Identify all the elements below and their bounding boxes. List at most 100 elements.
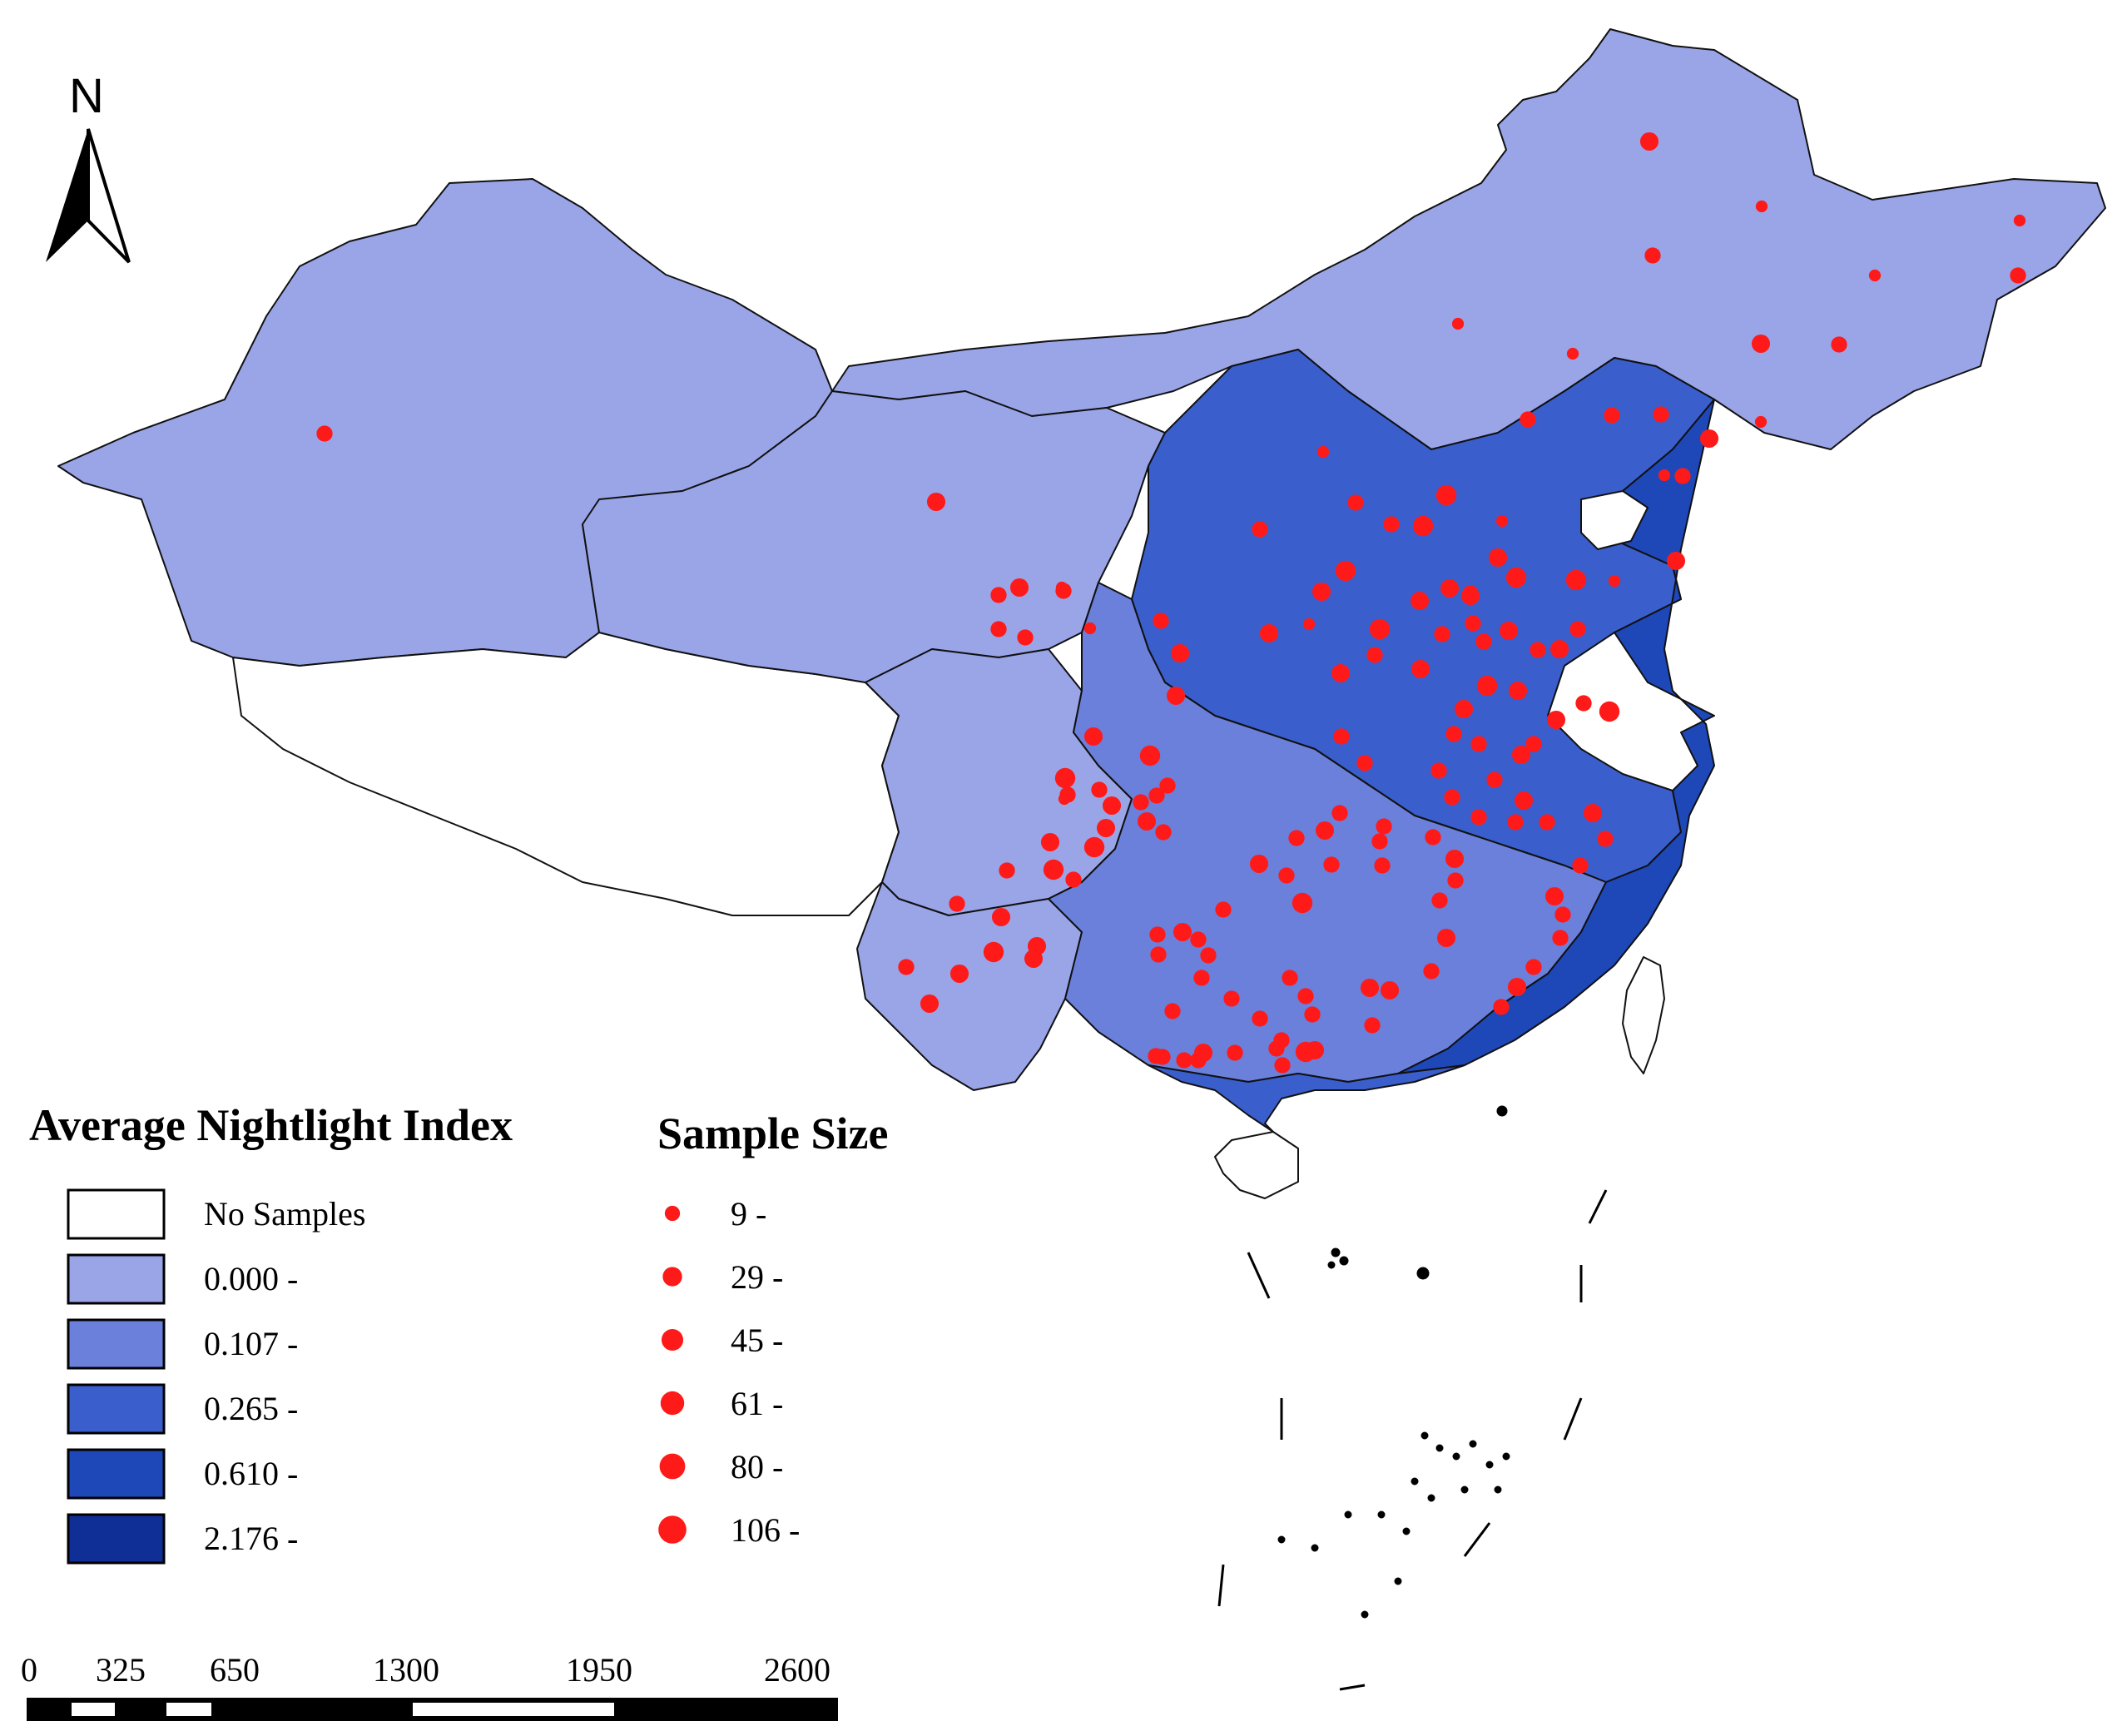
sample-dot (1604, 407, 1620, 424)
sample-dot (1566, 347, 1579, 360)
sample-dot (983, 941, 1004, 963)
sample-dot (1360, 978, 1380, 998)
region-south-coast (1148, 1064, 1465, 1133)
sample-dot (1274, 1057, 1291, 1074)
sample-dot (1273, 1032, 1290, 1049)
sample-dot (1699, 429, 1719, 449)
sample-dot (1223, 990, 1240, 1007)
sample-size-symbol (664, 1205, 681, 1222)
sample-dot (1470, 809, 1487, 826)
nightlight-class-label: 0.610 - (204, 1455, 298, 1492)
sample-dot (1371, 833, 1388, 850)
sample-dot (1137, 811, 1157, 831)
sample-dot (1297, 988, 1314, 1004)
sample-dot (1311, 582, 1331, 602)
sample-dot (1376, 818, 1392, 835)
sample-dot (1530, 642, 1546, 658)
scale-bar-tick-label: 1300 (373, 1651, 439, 1689)
sample-dot (1754, 415, 1768, 429)
bohai-sea (1580, 490, 1649, 550)
sample-dot (1043, 859, 1064, 880)
sample-size-symbol (659, 1453, 686, 1480)
sample-dot (1259, 623, 1279, 643)
sample-dot (1227, 1044, 1243, 1061)
sample-dot (1507, 977, 1527, 997)
sample-dot (1470, 736, 1487, 752)
sample-dot (1017, 629, 1034, 646)
sample-dot (1639, 131, 1659, 151)
sample-dot (1083, 622, 1097, 635)
north-arrow-outline (87, 128, 131, 264)
sample-dot (949, 895, 965, 912)
sample-dot (1315, 821, 1335, 841)
sample-dot (1282, 970, 1298, 986)
sample-dot (1215, 901, 1232, 918)
sample-dot (990, 621, 1007, 637)
scale-bar-tick-label: 650 (210, 1651, 260, 1689)
sample-dot (1091, 781, 1108, 798)
region-northeast (831, 28, 2106, 450)
sample-dot (1755, 200, 1768, 213)
sample-dot (1155, 824, 1172, 841)
sample-dot (1024, 949, 1044, 969)
sample-dot (1549, 639, 1569, 659)
sample-dot (1572, 857, 1589, 874)
sample-dot (1383, 516, 1400, 533)
sample-dot (1096, 818, 1116, 838)
sample-dots (316, 131, 2026, 1074)
sample-dot (1475, 633, 1492, 650)
nightlight-swatch (67, 1318, 166, 1370)
sample-dot (1139, 745, 1161, 766)
sample-dot (1102, 796, 1122, 816)
sample-dot (1292, 892, 1313, 914)
sample-dot (1200, 947, 1217, 964)
sample-dot (1058, 792, 1071, 806)
sample-dot (1055, 583, 1072, 599)
sample-dot (1436, 928, 1456, 948)
sample-dot (1423, 963, 1440, 980)
sample-dot (2010, 267, 2026, 284)
sample-dot (927, 494, 944, 510)
sample-dot (1599, 701, 1620, 722)
nightlight-class-label: 0.107 - (204, 1325, 298, 1362)
sample-dot (1440, 578, 1460, 598)
sample-dot (1546, 710, 1566, 730)
sample-dot (1173, 922, 1192, 942)
sample-dot (1164, 1003, 1181, 1019)
sample-size-symbol (658, 1515, 687, 1544)
sample-dot (1831, 336, 1847, 353)
island-taiwan (1622, 956, 1665, 1074)
sample-dot (1552, 930, 1569, 946)
sample-dot (1493, 999, 1510, 1015)
sample-dot (1486, 771, 1503, 788)
scale-bar-segment (166, 1703, 211, 1716)
nightlight-legend-classes: No Samples 0.000 - 0.107 - 0.265 - 0.610 - 2.… (67, 1188, 365, 1565)
nightlight-legend: Average Nightlight Index No Samples 0.000… (29, 1100, 513, 1565)
scale-bar-tick-label: 2600 (764, 1651, 830, 1689)
scale-bar: 0 325 650 1300 1950 2600 (21, 1651, 838, 1721)
sample-legend: Sample Size 9 - 29 - 45 - 61 - 80 - 106 - (657, 1109, 889, 1549)
region-yunnan (856, 881, 1083, 1091)
sample-dot (1544, 886, 1564, 906)
sample-dot (1554, 906, 1571, 923)
sample-dot (1575, 695, 1592, 712)
nightlight-class-label: 0.265 - (204, 1390, 298, 1427)
sample-legend-title: Sample Size (657, 1109, 889, 1158)
sample-dot (1252, 521, 1268, 538)
sample-dot (1333, 728, 1350, 745)
sample-dot (1411, 659, 1430, 679)
sample-dot (1508, 681, 1528, 701)
sample-dot (1653, 406, 1669, 423)
nightlight-class-label: 0.000 - (204, 1260, 298, 1297)
sample-dot (1148, 787, 1165, 804)
sample-dot (1445, 849, 1465, 869)
sample-dot (1868, 269, 1882, 282)
sample-dot (1435, 484, 1457, 506)
sample-dot (1434, 626, 1450, 642)
sample-dot (1608, 574, 1621, 588)
sample-dot (1249, 854, 1269, 874)
sample-dot (1751, 334, 1771, 354)
sample-dot (1666, 551, 1686, 571)
scale-bar-ticks: 0 325 650 1300 1950 2600 (21, 1651, 830, 1689)
sample-dot (1364, 1017, 1381, 1034)
